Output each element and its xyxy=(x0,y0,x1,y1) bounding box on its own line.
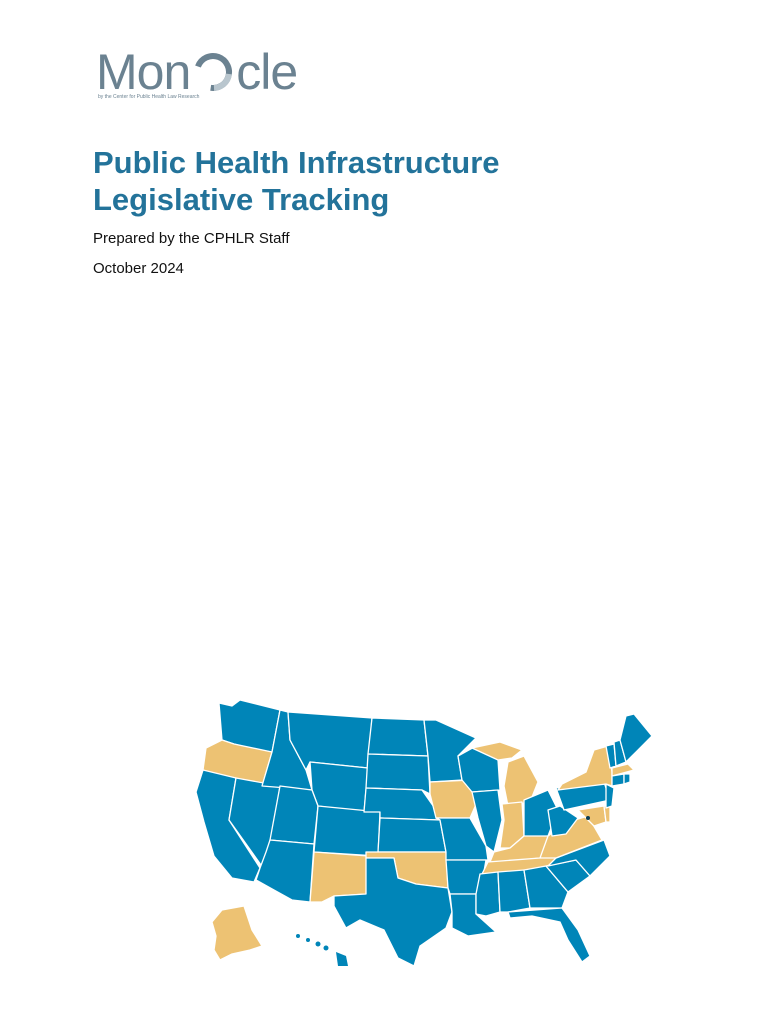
state-south-dakota xyxy=(365,753,431,795)
state-wisconsin xyxy=(457,745,501,793)
logo-wordmark: Mon cle xyxy=(96,42,298,102)
logo-tagline: by the Center for Public Health Law Rese… xyxy=(98,94,200,100)
document-title: Public Health Infrastructure Legislative… xyxy=(93,144,693,218)
state-north-dakota xyxy=(367,717,429,757)
state-massachusetts xyxy=(611,763,635,777)
state-new-jersey xyxy=(605,783,615,809)
state-mississippi xyxy=(475,871,501,917)
title-line-2: Legislative Tracking xyxy=(93,182,390,217)
logo-word-left: Mon xyxy=(96,44,191,100)
monocle-logo: Mon cle by the Center for Public Health … xyxy=(96,42,356,106)
state-georgia xyxy=(523,865,569,909)
monocle-lens-icon xyxy=(190,42,236,102)
state-alabama xyxy=(497,869,531,913)
prepared-by-text: Prepared by the CPHLR Staff xyxy=(93,230,290,247)
state-new-york xyxy=(557,745,613,791)
dc-marker xyxy=(586,816,590,820)
state-alaska xyxy=(211,905,263,961)
state-north-carolina xyxy=(547,839,611,877)
state-maine xyxy=(619,713,653,763)
us-states-map xyxy=(190,696,660,972)
state-texas xyxy=(333,857,453,967)
title-line-1: Public Health Infrastructure xyxy=(93,145,500,180)
state-hawaii xyxy=(296,934,348,966)
report-date: October 2024 xyxy=(93,260,184,277)
state-wyoming xyxy=(309,761,369,813)
state-colorado xyxy=(313,805,381,857)
us-map-svg xyxy=(195,699,653,967)
state-west-virginia xyxy=(547,805,579,837)
state-rhode-island xyxy=(623,773,631,785)
state-kansas xyxy=(377,817,447,853)
state-florida xyxy=(507,907,591,963)
logo-word-right: cle xyxy=(236,44,298,100)
state-connecticut xyxy=(611,773,625,787)
